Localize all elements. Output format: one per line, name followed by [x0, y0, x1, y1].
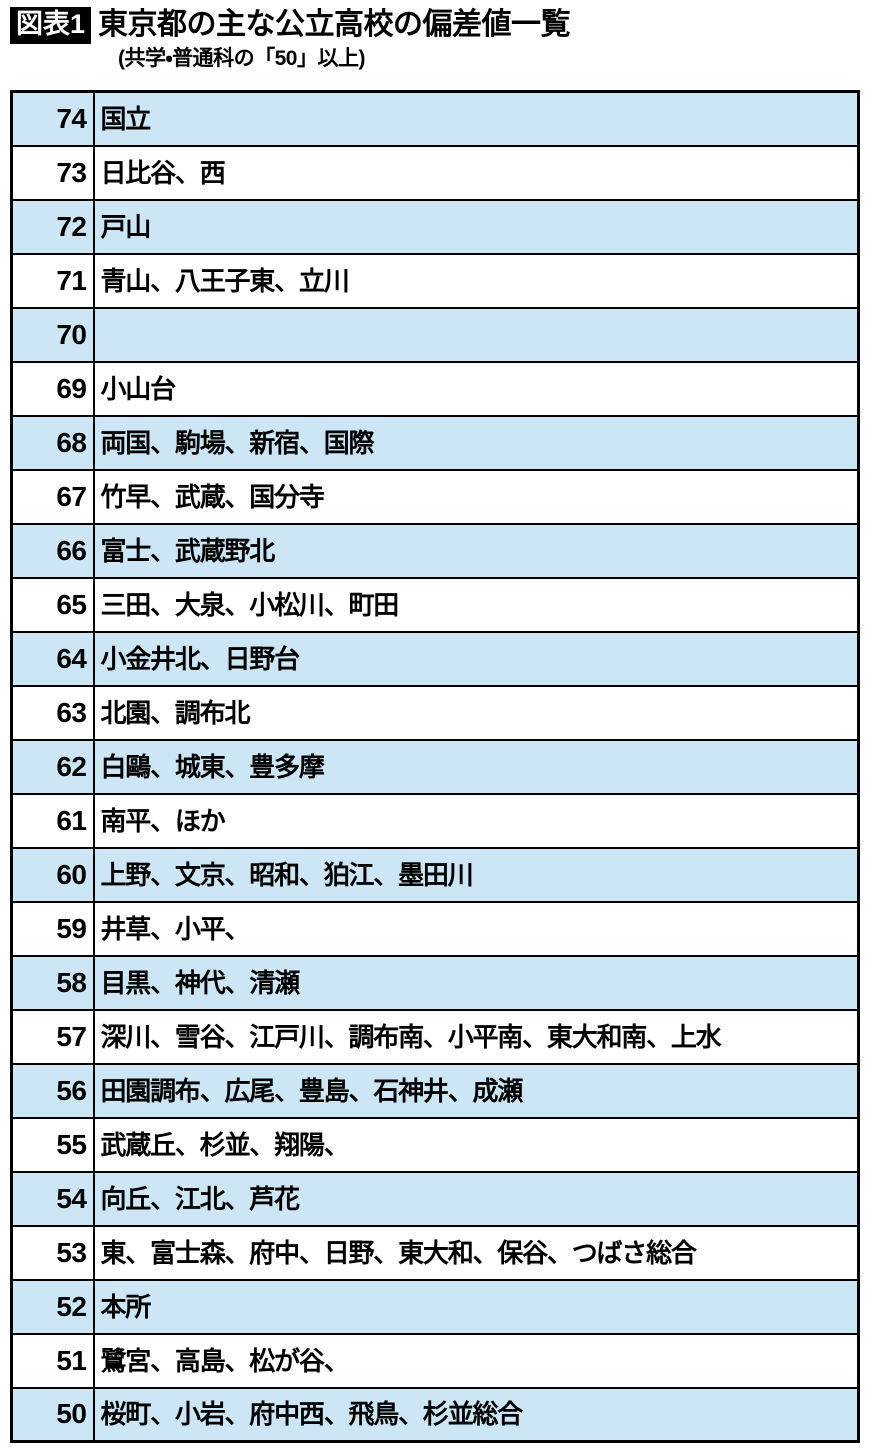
table-row: 51 鷺宮、高島、松が谷、	[10, 1332, 860, 1389]
school-names-cell: 戸山	[92, 198, 860, 255]
table-row: 70	[10, 306, 860, 363]
deviation-score-cell: 52	[10, 1278, 95, 1335]
school-names-cell: 井草、小平、	[92, 900, 860, 957]
table-row: 66 富士、武蔵野北	[10, 522, 860, 579]
deviation-score-cell: 65	[10, 576, 95, 633]
table-row: 56 田園調布、広尾、豊島、石神井、成瀬	[10, 1062, 860, 1119]
deviation-score-cell: 50	[10, 1386, 95, 1443]
school-names-cell	[92, 306, 860, 363]
page-title: 東京都の主な公立高校の偏差値一覧	[98, 8, 571, 41]
table-row: 58 目黒、神代、清瀬	[10, 954, 860, 1011]
school-names-cell: 目黒、神代、清瀬	[92, 954, 860, 1011]
school-names-cell: 上野、文京、昭和、狛江、墨田川	[92, 846, 860, 903]
school-names-cell: 桜町、小岩、府中西、飛鳥、杉並総合	[92, 1386, 860, 1443]
deviation-score-cell: 74	[10, 90, 95, 147]
deviation-score-cell: 61	[10, 792, 95, 849]
school-names-cell: 深川、雪谷、江戸川、調布南、小平南、東大和南、上水	[92, 1008, 860, 1065]
school-names-cell: 青山、八王子東、立川	[92, 252, 860, 309]
school-names-cell: 田園調布、広尾、豊島、石神井、成瀬	[92, 1062, 860, 1119]
figure-number-badge: 図表1	[10, 6, 92, 44]
school-names-cell: 竹早、武蔵、国分寺	[92, 468, 860, 525]
school-names-cell: 小山台	[92, 360, 860, 417]
deviation-score-cell: 58	[10, 954, 95, 1011]
school-names-cell: 白鷗、城東、豊多摩	[92, 738, 860, 795]
deviation-score-cell: 71	[10, 252, 95, 309]
table-row: 61 南平、ほか	[10, 792, 860, 849]
school-names-cell: 本所	[92, 1278, 860, 1335]
deviation-score-cell: 51	[10, 1332, 95, 1389]
deviation-score-cell: 70	[10, 306, 95, 363]
deviation-table-body: 74 国立 73 日比谷、西 72 戸山 71 青山、八王子東、立川 70 69 小山台 68 両国、駒…	[10, 90, 860, 1443]
deviation-table-container: 74 国立 73 日比谷、西 72 戸山 71 青山、八王子東、立川 70 69 小山台 68 両国、駒…	[10, 90, 860, 1443]
school-names-cell: 両国、駒場、新宿、国際	[92, 414, 860, 471]
table-row: 54 向丘、江北、芦花	[10, 1170, 860, 1227]
table-row: 57 深川、雪谷、江戸川、調布南、小平南、東大和南、上水	[10, 1008, 860, 1065]
table-row: 65 三田、大泉、小松川、町田	[10, 576, 860, 633]
table-row: 60 上野、文京、昭和、狛江、墨田川	[10, 846, 860, 903]
table-row: 68 両国、駒場、新宿、国際	[10, 414, 860, 471]
table-row: 59 井草、小平、	[10, 900, 860, 957]
deviation-score-cell: 68	[10, 414, 95, 471]
title-line: 図表1 東京都の主な公立高校の偏差値一覧	[10, 6, 860, 44]
school-names-cell: 武蔵丘、杉並、翔陽、	[92, 1116, 860, 1173]
table-row: 62 白鷗、城東、豊多摩	[10, 738, 860, 795]
school-names-cell: 向丘、江北、芦花	[92, 1170, 860, 1227]
table-row: 71 青山、八王子東、立川	[10, 252, 860, 309]
deviation-score-cell: 57	[10, 1008, 95, 1065]
school-names-cell: 小金井北、日野台	[92, 630, 860, 687]
deviation-score-cell: 72	[10, 198, 95, 255]
table-row: 53 東、富士森、府中、日野、東大和、保谷、つばさ総合	[10, 1224, 860, 1281]
school-names-cell: 鷺宮、高島、松が谷、	[92, 1332, 860, 1389]
table-row: 69 小山台	[10, 360, 860, 417]
deviation-score-cell: 55	[10, 1116, 95, 1173]
deviation-score-cell: 54	[10, 1170, 95, 1227]
deviation-table: 74 国立 73 日比谷、西 72 戸山 71 青山、八王子東、立川 70 69 小山台 68 両国、駒…	[10, 90, 860, 1443]
school-names-cell: 東、富士森、府中、日野、東大和、保谷、つばさ総合	[92, 1224, 860, 1281]
school-names-cell: 北園、調布北	[92, 684, 860, 741]
table-row: 50 桜町、小岩、府中西、飛鳥、杉並総合	[10, 1386, 860, 1443]
table-row: 64 小金井北、日野台	[10, 630, 860, 687]
deviation-score-cell: 67	[10, 468, 95, 525]
deviation-score-cell: 63	[10, 684, 95, 741]
table-row: 63 北園、調布北	[10, 684, 860, 741]
table-row: 73 日比谷、西	[10, 144, 860, 201]
table-row: 55 武蔵丘、杉並、翔陽、	[10, 1116, 860, 1173]
deviation-score-cell: 59	[10, 900, 95, 957]
deviation-score-cell: 53	[10, 1224, 95, 1281]
table-row: 67 竹早、武蔵、国分寺	[10, 468, 860, 525]
deviation-score-cell: 73	[10, 144, 95, 201]
school-names-cell: 国立	[92, 90, 860, 147]
school-names-cell: 三田、大泉、小松川、町田	[92, 576, 860, 633]
deviation-score-cell: 66	[10, 522, 95, 579]
page-subtitle: (共学・普通科の「50」以上)	[118, 47, 365, 70]
school-names-cell: 日比谷、西	[92, 144, 860, 201]
figure-header: 図表1 東京都の主な公立高校の偏差値一覧 (共学・普通科の「50」以上)	[10, 6, 860, 70]
deviation-score-cell: 69	[10, 360, 95, 417]
deviation-score-cell: 56	[10, 1062, 95, 1119]
deviation-score-cell: 64	[10, 630, 95, 687]
table-row: 74 国立	[10, 90, 860, 147]
school-names-cell: 南平、ほか	[92, 792, 860, 849]
school-names-cell: 富士、武蔵野北	[92, 522, 860, 579]
deviation-score-cell: 60	[10, 846, 95, 903]
deviation-score-cell: 62	[10, 738, 95, 795]
table-row: 52 本所	[10, 1278, 860, 1335]
table-row: 72 戸山	[10, 198, 860, 255]
